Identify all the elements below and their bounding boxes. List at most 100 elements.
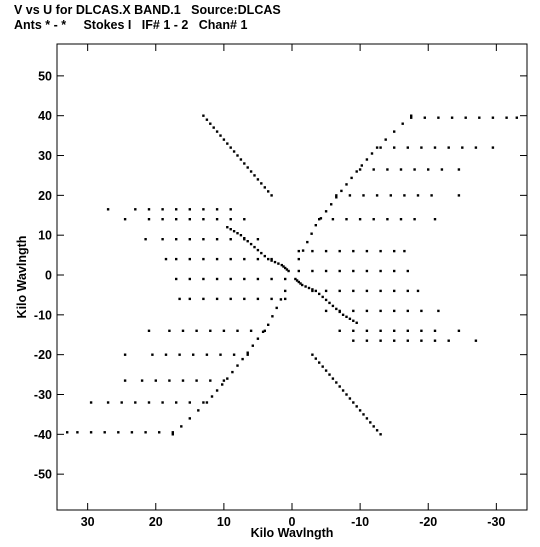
uv-point [345, 218, 348, 221]
uv-point [215, 389, 219, 392]
uv-point [311, 353, 314, 356]
uv-point [202, 218, 205, 221]
tick-labels: 30 20 10 0 -10 -20 -30 50 40 30 20 10 0 -10 -20 -30 -40 -… [34, 69, 506, 529]
data-points [66, 114, 518, 436]
uv-point [256, 248, 260, 252]
uv-point [341, 313, 345, 316]
uv-point [311, 288, 314, 291]
uv-point [399, 168, 403, 171]
uv-point [331, 218, 335, 221]
uv-point [413, 168, 416, 171]
uv-point [209, 379, 212, 382]
uv-point [389, 194, 392, 197]
y-axis-title: Kilo Wavlngth [15, 236, 29, 319]
uv-point [222, 329, 226, 332]
uv-point [284, 266, 287, 270]
uv-point [89, 431, 93, 434]
uv-point [318, 361, 321, 364]
uv-point [279, 298, 283, 301]
uv-point [256, 297, 260, 301]
uv-point [393, 339, 396, 342]
uv-point [416, 289, 420, 293]
uv-point [222, 138, 226, 141]
uv-point [261, 330, 265, 333]
uv-point [365, 249, 369, 253]
uv-point [358, 168, 362, 171]
uv-point [358, 218, 362, 221]
uv-point [321, 365, 324, 368]
uv-point [299, 282, 302, 285]
uv-point [219, 134, 222, 137]
uv-point [433, 329, 437, 332]
uv-point [338, 310, 341, 314]
uv-point [270, 257, 273, 261]
uv-point [144, 431, 147, 434]
y-tick-label: -50 [34, 468, 52, 482]
uv-point [457, 194, 461, 197]
uv-point [515, 116, 518, 119]
uv-point [355, 170, 358, 173]
uv-point [120, 401, 123, 404]
uv-point [403, 249, 406, 253]
uv-point [450, 116, 454, 119]
y-tick-label: 10 [38, 229, 52, 243]
x-tick-label: 0 [289, 515, 296, 529]
uv-point [267, 323, 270, 326]
uv-point [297, 280, 300, 284]
uv-point [433, 339, 437, 342]
uv-point [209, 329, 212, 332]
uv-point [164, 257, 168, 261]
plot-frame [56, 43, 528, 511]
uv-point [314, 224, 317, 227]
uv-point [379, 269, 382, 273]
uv-point [263, 186, 266, 189]
uv-point [350, 176, 353, 180]
uv-point [324, 289, 328, 293]
uv-point [393, 130, 396, 133]
uv-point [243, 257, 246, 261]
uv-point [243, 297, 246, 301]
uv-point [318, 218, 321, 221]
uv-point [147, 218, 151, 221]
uv-point [306, 240, 309, 244]
uv-point [301, 283, 304, 287]
uv-point [338, 289, 341, 293]
uv-point [379, 309, 382, 313]
uv-point [226, 226, 229, 229]
uv-point [437, 116, 440, 119]
uv-point [379, 249, 382, 253]
uv-point [457, 329, 461, 332]
uv-point [340, 189, 343, 193]
uv-point [437, 309, 440, 313]
uv-point [365, 417, 369, 420]
uv-point [433, 218, 437, 221]
uv-point [375, 194, 379, 197]
uv-point [134, 401, 137, 404]
uv-point [365, 158, 369, 161]
uv-point [178, 297, 181, 301]
uv-point [236, 232, 239, 235]
uv-point [246, 351, 249, 354]
uv-point [457, 168, 461, 171]
uv-point [197, 409, 200, 412]
x-tick-label: 30 [81, 515, 95, 529]
uv-point [106, 401, 110, 404]
uv-point [362, 194, 365, 197]
uv-point [175, 257, 178, 261]
uv-point [393, 146, 396, 149]
uv-point [324, 269, 328, 273]
uv-point [215, 257, 219, 261]
uv-point [188, 277, 191, 281]
uv-point [375, 146, 379, 149]
uv-point [236, 364, 239, 367]
uv-point [355, 321, 358, 324]
uv-point [175, 238, 178, 241]
uv-point [352, 249, 355, 253]
uv-point [251, 344, 254, 347]
y-tick-label: -40 [34, 428, 52, 442]
uv-point [249, 329, 253, 332]
uv-point [474, 339, 478, 342]
uv-point [297, 257, 300, 261]
uv-point [360, 164, 363, 167]
uv-point [399, 218, 403, 221]
